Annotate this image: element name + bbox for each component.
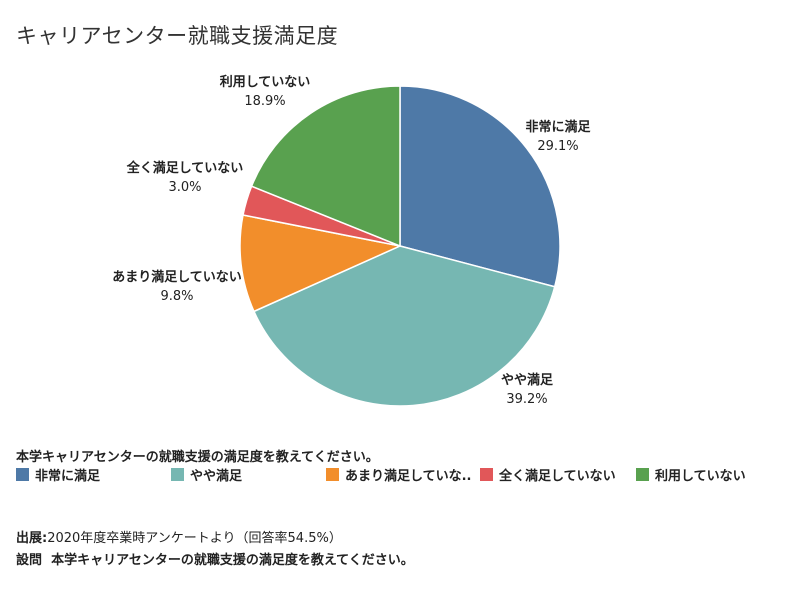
legend-swatch [480, 468, 493, 481]
legend-label: 利用していない [655, 469, 746, 484]
legend-swatch [636, 468, 649, 481]
question-line: 設問 本学キャリアセンターの就職支援の満足度を教えてください。 [16, 549, 414, 568]
pie-slice-somewhat-satisfied [252, 245, 556, 407]
source-label: 出展 [16, 531, 43, 546]
source-value: 2020年度卒業時アンケートより（回答率54.5%） [47, 531, 342, 546]
slice-label-not-used: 利用していない [220, 74, 311, 90]
legend-label: あまり満足していな.. [345, 469, 472, 484]
legend-label: 全く満足していない [499, 469, 616, 484]
slice-percent-somewhat-satisfied: 39.2% [506, 392, 547, 407]
pie-slices [239, 85, 561, 407]
question-label: 設問 [16, 553, 43, 568]
slice-label-very-satisfied: 非常に満足 [525, 119, 591, 135]
pie-labels: 非常に満足 29.1% やや満足 39.2% あまり満足していない 9.8% 全く満足してい… [112, 74, 591, 407]
pie-slice-not-very-satisfied [239, 214, 403, 313]
source-line: 出展:2020年度卒業時アンケートより（回答率54.5%） [16, 531, 342, 546]
slice-label-not-very-satisfied: あまり満足していない [112, 269, 242, 285]
pie-chart: 非常に満足 29.1% やや満足 39.2% あまり満足していない 9.8% 全く満足してい… [112, 74, 591, 407]
legend-swatch [16, 468, 29, 481]
legend-label: やや満足 [190, 469, 243, 484]
legend-item-somewhat-satisfied[interactable]: やや満足 [171, 465, 321, 484]
legend-item-not-at-all-satisfied[interactable]: 全く満足していない [480, 465, 630, 484]
legend-item-not-used[interactable]: 利用していない [636, 465, 796, 484]
slice-percent-not-used: 18.9% [244, 94, 285, 109]
legend-item-not-very-satisfied[interactable]: あまり満足していな.. [326, 465, 476, 484]
slice-percent-not-at-all-satisfied: 3.0% [168, 180, 201, 195]
slice-percent-very-satisfied: 29.1% [537, 139, 578, 154]
slice-label-somewhat-satisfied: やや満足 [501, 372, 554, 388]
slice-percent-not-very-satisfied: 9.8% [160, 289, 193, 304]
legend-item-very-satisfied[interactable]: 非常に満足 [16, 465, 166, 484]
pie-slice-very-satisfied [399, 85, 561, 288]
pie-slice-not-used [250, 85, 401, 248]
chart-title: キャリアセンター就職支援満足度 [16, 24, 339, 48]
legend: 非常に満足 やや満足 あまり満足していな.. 全く満足していない 利用していない [16, 465, 796, 485]
legend-swatch [326, 468, 339, 481]
legend-swatch [171, 468, 184, 481]
question-value: 本学キャリアセンターの就職支援の満足度を教えてください。 [51, 553, 414, 568]
legend-title: 本学キャリアセンターの就職支援の満足度を教えてください。 [16, 450, 379, 465]
slice-label-not-at-all-satisfied: 全く満足していない [126, 160, 244, 176]
legend-label: 非常に満足 [35, 469, 101, 484]
